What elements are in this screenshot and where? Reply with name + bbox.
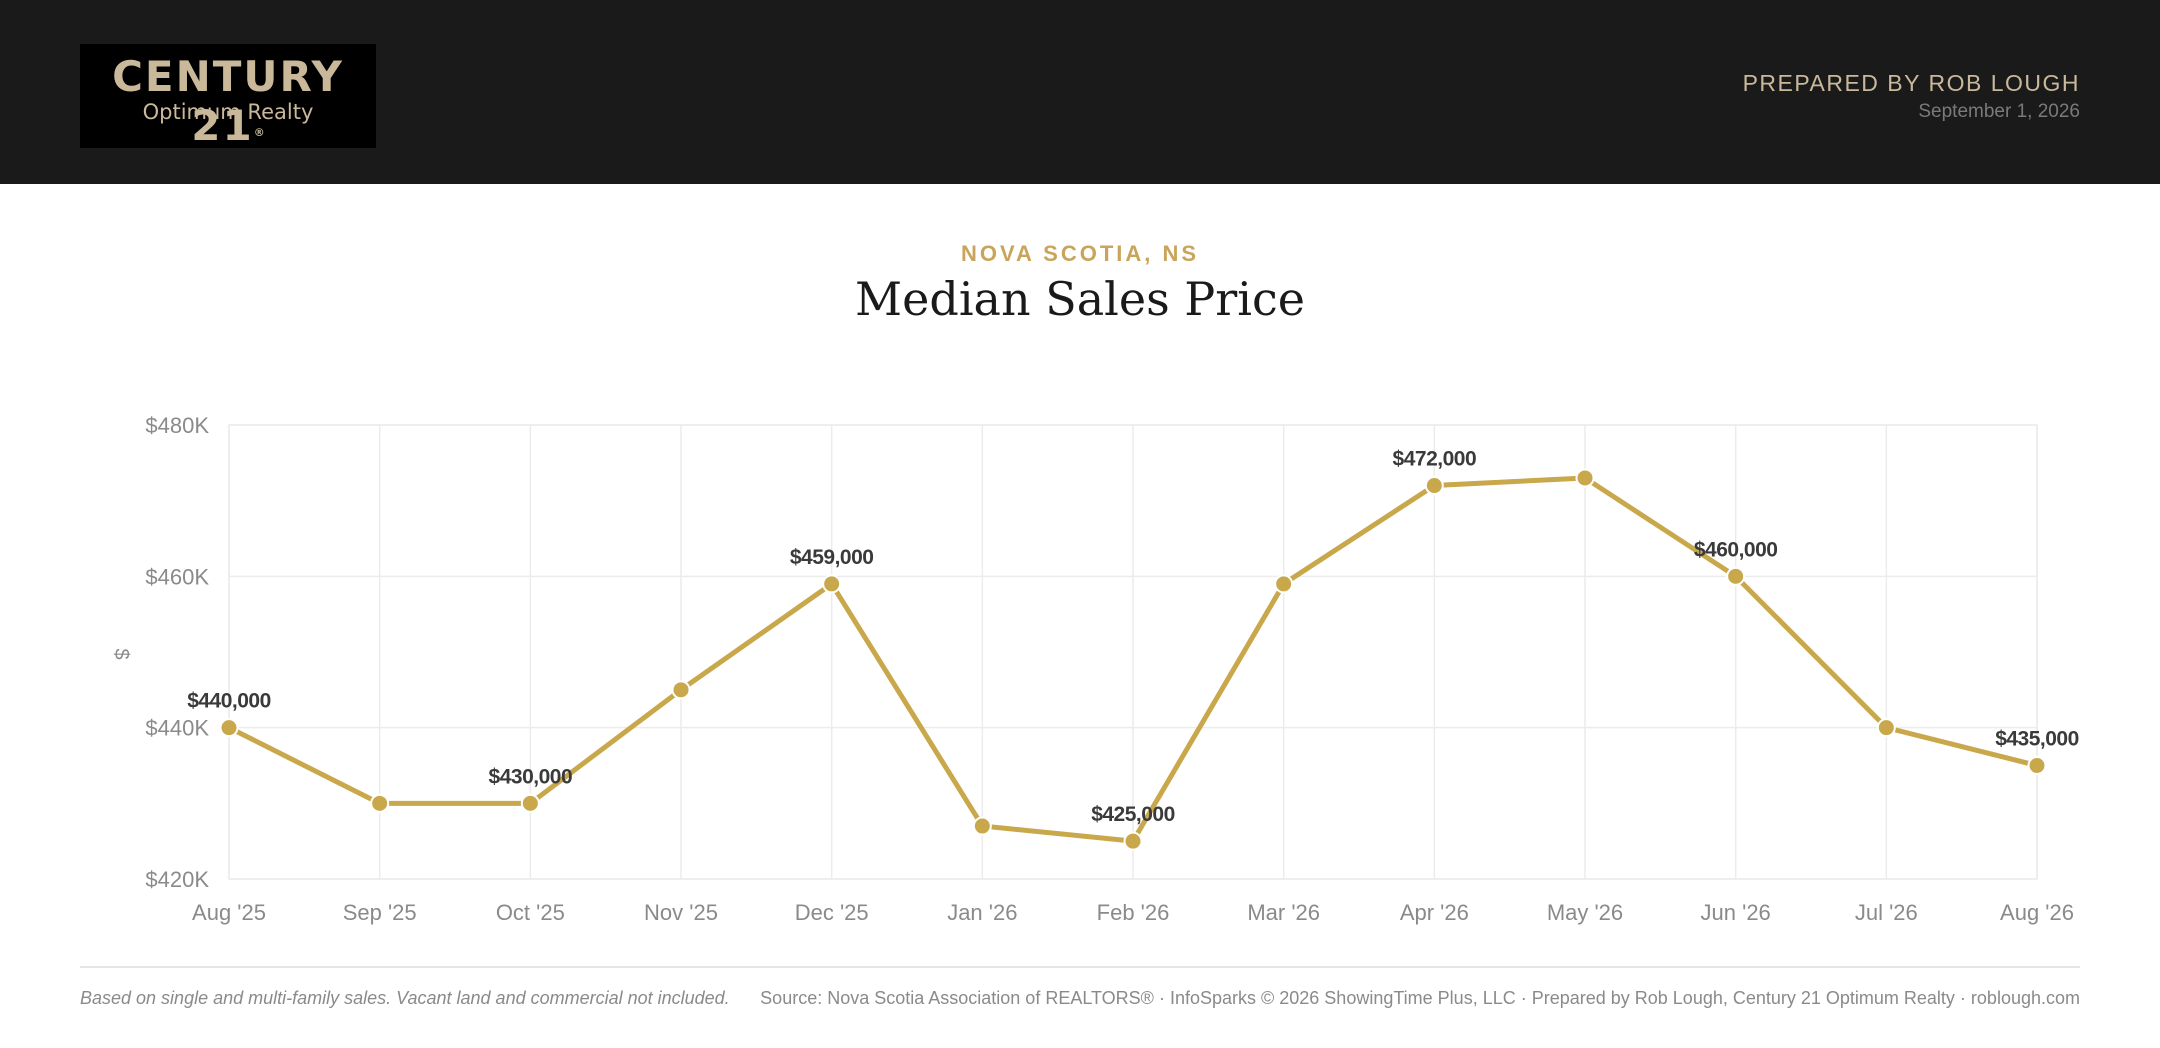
x-tick-label: Nov '25	[644, 900, 718, 925]
data-label: $435,000	[1995, 728, 2079, 751]
footer-note: Based on single and multi-family sales. …	[80, 988, 730, 1008]
x-tick-label: Sep '25	[343, 900, 417, 925]
x-tick-label: Jan '26	[947, 900, 1017, 925]
data-point	[822, 574, 842, 594]
y-axis-label: $	[110, 648, 132, 659]
data-point	[1876, 718, 1896, 738]
data-label: $472,000	[1393, 448, 1477, 471]
data-point	[972, 816, 992, 836]
data-point	[2027, 756, 2047, 775]
data-label: $430,000	[489, 765, 573, 788]
chart-subtitle: NOVA SCOTIA, NS	[960, 241, 1200, 266]
data-point	[219, 718, 239, 738]
data-point	[1424, 476, 1444, 496]
x-tick-label: Oct '25	[496, 900, 565, 925]
x-tick-label: Dec '25	[795, 900, 869, 925]
footer-source: Source: Nova Scotia Association of REALT…	[760, 988, 2080, 1008]
y-tick-label: $420K	[145, 867, 209, 892]
x-tick-label: Feb '26	[1097, 900, 1170, 925]
data-label: $459,000	[790, 546, 874, 569]
century21-logo: CENTURY 21® Optimum Realty	[80, 44, 376, 150]
header-bar: CENTURY 21® Optimum Realty PREPARED BY R…	[0, 0, 2160, 184]
x-tick-label: Aug '26	[2000, 900, 2074, 925]
y-tick-label: $480K	[145, 413, 209, 438]
x-tick-label: May '26	[1547, 900, 1623, 925]
data-label: $440,000	[187, 690, 271, 713]
chart-title: Median Sales Price	[855, 272, 1305, 326]
data-label: $425,000	[1091, 803, 1175, 826]
data-point	[1274, 574, 1294, 594]
data-label: $460,000	[1694, 538, 1778, 561]
logo-wordmark: CENTURY 21®	[112, 52, 344, 150]
data-point	[370, 793, 390, 813]
data-point	[520, 793, 540, 813]
data-point	[1726, 566, 1746, 586]
data-point	[1123, 831, 1143, 851]
x-tick-label: Aug '25	[192, 900, 266, 925]
logo-subtitle: Optimum Realty	[142, 100, 314, 124]
data-point	[1575, 468, 1595, 488]
footer-divider	[80, 966, 2080, 968]
report-date: September 1, 2026	[1918, 101, 2080, 122]
x-tick-label: Jul '26	[1855, 900, 1918, 925]
x-tick-label: Apr '26	[1400, 900, 1469, 925]
x-tick-label: Mar '26	[1247, 900, 1320, 925]
registered-mark: ®	[253, 126, 265, 139]
data-point	[671, 680, 691, 700]
prepared-by: PREPARED BY ROB LOUGH	[1742, 70, 2080, 96]
x-tick-label: Jun '26	[1701, 900, 1771, 925]
y-tick-label: $460K	[145, 564, 209, 589]
y-tick-label: $440K	[145, 716, 209, 741]
